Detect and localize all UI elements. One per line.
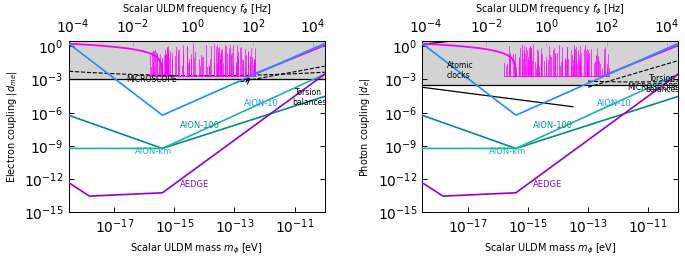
- Text: AION-10: AION-10: [244, 99, 278, 108]
- Text: AION-100: AION-100: [533, 121, 573, 130]
- X-axis label: Scalar ULDM mass $m_{\phi}$ [eV]: Scalar ULDM mass $m_{\phi}$ [eV]: [484, 241, 616, 256]
- Text: Torsion
balances: Torsion balances: [292, 88, 326, 107]
- Text: AION-km: AION-km: [489, 147, 526, 156]
- Text: AION-10: AION-10: [597, 99, 632, 108]
- X-axis label: Scalar ULDM mass $m_{\phi}$ [eV]: Scalar ULDM mass $m_{\phi}$ [eV]: [130, 241, 263, 256]
- Y-axis label: Electron coupling $|d_{me}|$: Electron coupling $|d_{me}|$: [5, 70, 18, 183]
- Text: AEDGE: AEDGE: [179, 180, 209, 189]
- Y-axis label: Photon coupling $|d_e|$: Photon coupling $|d_e|$: [358, 77, 372, 177]
- Text: AION-km: AION-km: [135, 147, 173, 156]
- Text: AEDGE: AEDGE: [533, 180, 562, 189]
- Text: AION-100: AION-100: [179, 121, 220, 130]
- Text: Atomic
clocks: Atomic clocks: [447, 61, 473, 80]
- Text: MICROSCOPE: MICROSCOPE: [627, 83, 677, 92]
- Text: MICROSCOPE: MICROSCOPE: [126, 75, 177, 84]
- Text: Torsion
balances: Torsion balances: [645, 74, 680, 94]
